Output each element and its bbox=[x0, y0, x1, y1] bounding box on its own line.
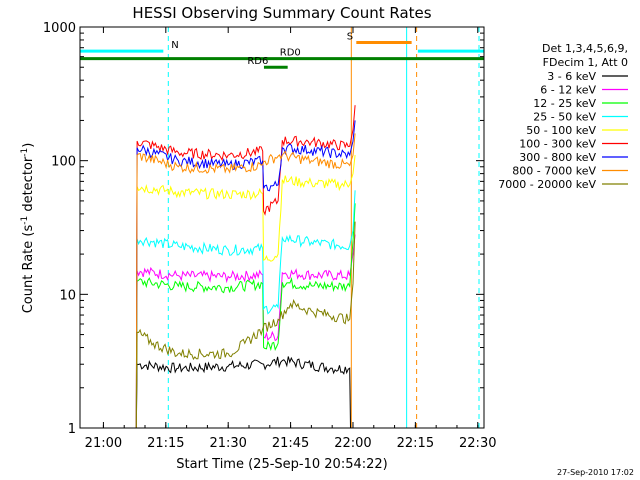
y-axis-label-sup1: -1 bbox=[20, 216, 30, 225]
series-line-6 bbox=[135, 120, 356, 429]
legend-label-2: 12 - 25 keV bbox=[533, 97, 596, 110]
x-tick-label-3: 21:45 bbox=[272, 436, 309, 451]
x-tick-label-1: 21:15 bbox=[147, 436, 184, 451]
flag-label-rd0: RD0 bbox=[280, 48, 301, 59]
series-line-2 bbox=[135, 203, 356, 429]
flag-label-s: S bbox=[347, 32, 353, 43]
x-tick-label-5: 22:15 bbox=[397, 436, 434, 451]
y-axis-label-sup2: -1 bbox=[20, 148, 30, 157]
plot-frame bbox=[79, 26, 485, 429]
legend-label-4: 50 - 100 keV bbox=[526, 124, 596, 137]
series-line-8 bbox=[135, 221, 356, 429]
legend-label-0: 3 - 6 keV bbox=[547, 70, 596, 83]
legend-label-1: 6 - 12 keV bbox=[540, 84, 596, 97]
x-tick-label-2: 21:30 bbox=[209, 436, 246, 451]
x-axis-label: Start Time (25-Sep-10 20:54:22) bbox=[176, 457, 387, 472]
x-tick-label-0: 21:00 bbox=[85, 436, 122, 451]
y-tick-label-1: 10 bbox=[59, 288, 76, 303]
y-axis-label-mid: detector bbox=[21, 156, 36, 216]
series-line-3 bbox=[135, 190, 356, 429]
y-tick-label-0: 1 bbox=[68, 422, 76, 437]
y-tick-label-3: 1000 bbox=[43, 21, 76, 36]
series-line-4 bbox=[135, 155, 356, 429]
legend-header-line-1: Det 1,3,4,5,6,9, bbox=[542, 42, 628, 55]
x-tick-label-6: 22:30 bbox=[459, 436, 496, 451]
x-tick-label-4: 22:00 bbox=[334, 436, 371, 451]
series-line-1 bbox=[135, 234, 356, 429]
y-axis-label-end: ) bbox=[21, 143, 36, 148]
chart-title: HESSI Observing Summary Count Rates bbox=[132, 4, 431, 22]
flag-label-n: N bbox=[171, 40, 178, 51]
legend-label-8: 7000 - 20000 keV bbox=[498, 178, 596, 191]
series-line-5 bbox=[135, 105, 356, 429]
legend-label-7: 800 - 7000 keV bbox=[512, 165, 596, 178]
y-axis-label: Count Rate (s-1 detector-1) bbox=[20, 143, 36, 314]
legend-label-6: 300 - 800 keV bbox=[519, 151, 596, 164]
legend-label-5: 100 - 300 keV bbox=[519, 138, 596, 151]
series-lines bbox=[135, 105, 356, 429]
legend-header-line-2: FDecim 1, Att 0 bbox=[543, 56, 628, 69]
flag-label-rd6: RD6 bbox=[247, 56, 268, 67]
y-tick-label-2: 100 bbox=[51, 155, 76, 170]
y-axis-label-main: Count Rate (s bbox=[21, 225, 36, 314]
series-line-0 bbox=[135, 356, 351, 429]
series-line-7 bbox=[135, 133, 356, 429]
legend-label-3: 25 - 50 keV bbox=[533, 111, 596, 124]
observing-flags: N S RD0 RD6 bbox=[80, 32, 484, 69]
y-axis-ticks: 1 10 100 1000 bbox=[43, 21, 484, 437]
footer-timestamp: 27-Sep-2010 17:02 bbox=[557, 468, 634, 477]
x-axis-ticks: 21:00 21:15 21:30 21:45 22:00 22:15 22:30 bbox=[85, 27, 496, 451]
